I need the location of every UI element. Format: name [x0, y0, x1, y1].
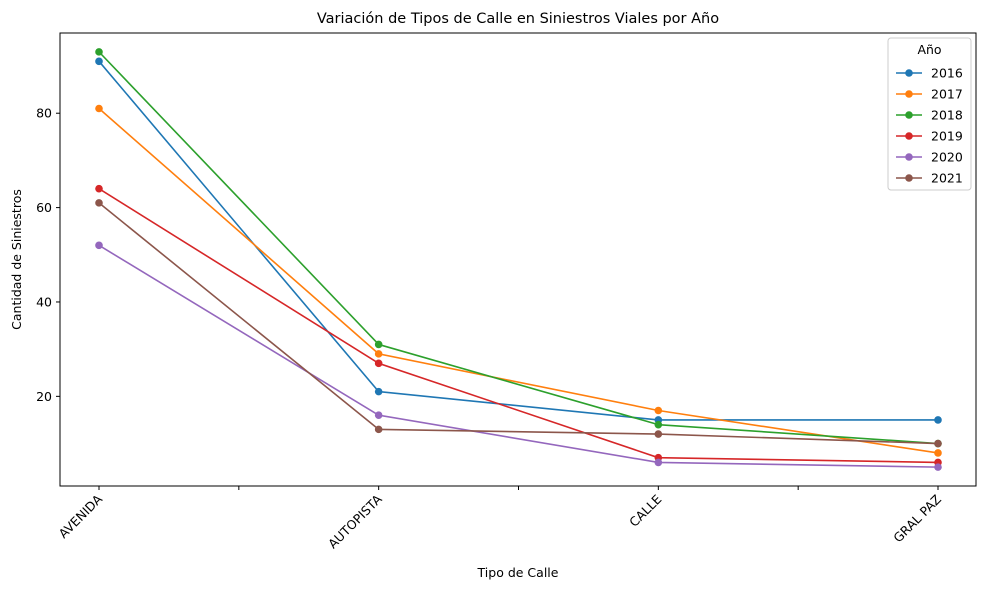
legend-label: 2017 [931, 87, 963, 102]
x-tick-label: AVENIDA [55, 491, 105, 541]
x-tick-label: AUTOPISTA [325, 491, 385, 551]
legend-label: 2021 [931, 171, 963, 186]
legend-label: 2019 [931, 129, 963, 144]
y-axis: 20 40 60 80 [36, 106, 60, 404]
data-point [374, 340, 383, 349]
x-tick-label: CALLE [626, 491, 664, 529]
legend-item: 2020 [896, 150, 963, 165]
legend-swatch-marker [905, 111, 913, 119]
series-2017 [95, 104, 942, 457]
data-point [374, 350, 383, 358]
data-point [95, 104, 103, 113]
legend-item: 2019 [896, 129, 963, 144]
data-point [934, 463, 942, 471]
legend-item: 2018 [896, 108, 963, 123]
data-point [934, 449, 942, 457]
data-point [654, 430, 663, 438]
legend-title: Año [917, 42, 941, 57]
legend-label: 2020 [931, 150, 963, 165]
data-point [654, 420, 663, 429]
data-point [95, 199, 103, 207]
series-line [98, 107, 939, 454]
y-tick-label: 20 [36, 389, 52, 404]
legend: Año 2016 2017 2018 2019 2020 2021 [887, 37, 972, 191]
y-tick-label: 60 [36, 200, 52, 215]
data-point [374, 425, 383, 434]
legend-label: 2016 [931, 66, 963, 81]
series-layer [95, 48, 942, 471]
data-point [95, 57, 103, 66]
series-2018 [95, 48, 942, 448]
y-tick-label: 80 [36, 106, 52, 121]
legend-label: 2018 [931, 108, 963, 123]
legend-item: 2017 [896, 87, 963, 102]
legend-swatch-marker [905, 153, 913, 161]
x-axis: AVENIDA AUTOPISTA CALLE GRAL PAZ [55, 486, 944, 551]
series-line [98, 60, 938, 421]
series-line [98, 202, 939, 445]
plot-area [59, 32, 977, 487]
y-axis-label: Cantidad de Siniestros [9, 189, 24, 330]
data-point [654, 406, 663, 415]
data-point [934, 416, 942, 424]
y-tick-label: 40 [36, 294, 52, 309]
data-point [654, 458, 663, 467]
x-tick-label: GRAL PAZ [890, 492, 944, 546]
data-point [374, 359, 383, 368]
legend-swatch-marker [905, 174, 913, 182]
legend-item: 2016 [896, 66, 963, 81]
series-2016 [95, 57, 942, 424]
legend-item: 2021 [896, 171, 963, 186]
series-2019 [95, 184, 942, 467]
series-line [98, 244, 939, 468]
series-2021 [95, 199, 942, 448]
legend-swatch-marker [905, 132, 913, 140]
data-point [374, 387, 383, 396]
series-2020 [95, 241, 942, 471]
data-point [95, 48, 103, 56]
legend-swatch-marker [905, 90, 913, 98]
data-point [934, 439, 942, 448]
data-point [374, 411, 383, 420]
series-line [98, 188, 939, 464]
legend-swatch-marker [905, 69, 913, 77]
chart-title: Variación de Tipos de Calle en Siniestro… [317, 11, 719, 27]
data-point [95, 184, 103, 193]
series-line [98, 51, 939, 445]
data-point [95, 241, 103, 250]
x-axis-label: Tipo de Calle [477, 565, 559, 580]
